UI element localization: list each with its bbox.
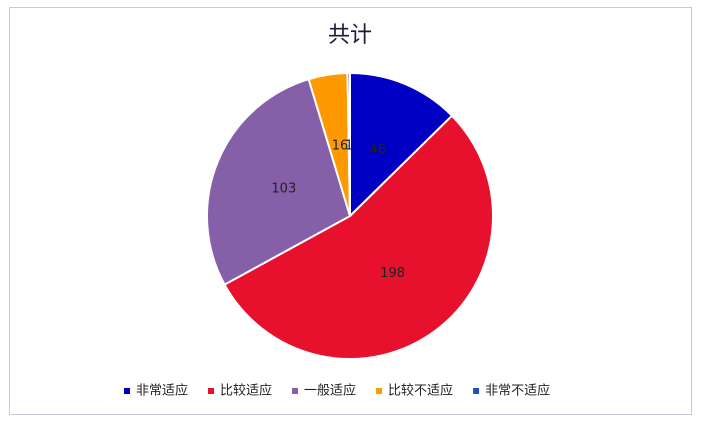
legend: 非常适应 比较适应 一般适应 比较不适应 非常不适应 xyxy=(124,383,550,399)
data-label: 1 xyxy=(345,139,353,154)
pie xyxy=(206,71,494,360)
legend-label: 非常不适应 xyxy=(485,383,550,399)
legend-marker xyxy=(292,388,299,394)
data-label: 46 xyxy=(369,143,386,158)
pie-slice xyxy=(206,77,352,286)
pie-slice xyxy=(223,114,494,360)
legend-label: 非常适应 xyxy=(136,383,188,399)
data-label: 16 xyxy=(332,139,349,154)
legend-marker xyxy=(473,388,480,394)
data-label: 198 xyxy=(380,266,405,281)
legend-marker xyxy=(124,388,130,394)
pie-slice xyxy=(346,71,351,217)
chart-title: 共计 xyxy=(328,23,372,48)
data-label: 103 xyxy=(271,181,296,196)
legend-marker xyxy=(376,388,383,394)
data-labels: 46 198 103 161 xyxy=(271,139,405,281)
legend-label: 比较不适应 xyxy=(388,383,453,399)
legend-label: 一般适应 xyxy=(304,383,356,399)
pie-slice xyxy=(349,71,454,219)
legend-label: 比较适应 xyxy=(220,383,272,399)
legend-marker xyxy=(208,388,215,394)
